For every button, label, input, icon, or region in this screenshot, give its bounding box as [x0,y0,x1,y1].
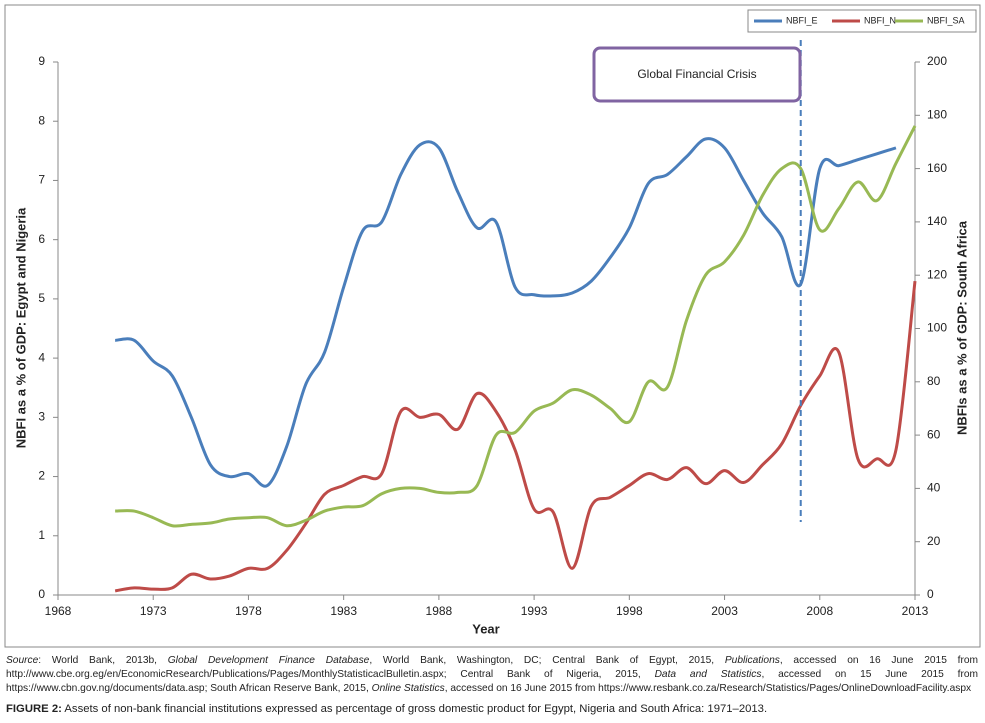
y2-tick-label: 60 [927,427,941,441]
source-part: Publications [724,655,780,666]
source-part: , accessed on 15 June 2015 from https://… [6,669,979,694]
chart: Year NBFI as a % of GDP: Egypt and Niger… [4,4,981,648]
annotation-text: Global Financial Crisis [637,67,756,81]
y2-tick-label: 200 [927,54,947,68]
source-part: , accessed on 16 June 2015 from https://… [444,683,972,694]
y-tick-label: 9 [38,54,45,68]
y-tick-label: 5 [38,291,45,305]
caption-label: FIGURE 2: [6,703,62,715]
chart-frame [4,4,981,648]
y-tick-label: 0 [38,587,45,601]
source-note: Source: World Bank, 2013b, Global Develo… [6,654,978,696]
x-tick-label: 1988 [426,604,453,618]
x-tick-label: 1983 [330,604,357,618]
y2-tick-label: 140 [927,214,947,228]
x-tick-label: 2008 [806,604,833,618]
y-tick-label: 7 [38,173,45,187]
series-line [115,125,917,528]
y2-tick-label: 20 [927,534,941,548]
legend-label: NBFI_SA [927,15,965,25]
x-tick-label: 2013 [902,604,929,618]
source-part: , World Bank, Washington, DC; Central Ba… [369,655,725,666]
y-tick-label: 3 [38,410,45,424]
y-tick-label: 8 [38,113,45,127]
series-line [114,280,917,593]
y2-tick-label: 120 [927,267,947,281]
series-line [114,137,897,488]
source-part: Data and Statistics [654,669,762,680]
caption-text: Assets of non-bank financial institution… [61,703,768,715]
y2-axis-label: NBFIs as a % of GDP: South Africa [954,220,969,435]
y-tick-label: 4 [38,350,45,364]
y-tick-label: 1 [38,528,45,542]
legend-box [747,9,977,33]
source-part: : World Bank, 2013b, [38,655,168,666]
figure-caption: FIGURE 2: Assets of non-bank financial i… [6,703,981,715]
x-axis-label: Year [472,621,499,636]
y-axis-label: NBFI as a % of GDP: Egypt and Nigeria [13,207,28,448]
x-tick-label: 1968 [45,604,72,618]
y2-tick-label: 160 [927,161,947,175]
x-tick-label: 1978 [235,604,262,618]
y-tick-label: 2 [38,469,45,483]
y2-tick-label: 0 [927,587,934,601]
x-tick-label: 2003 [711,604,738,618]
y2-tick-label: 180 [927,107,947,121]
y2-tick-label: 100 [927,321,947,335]
legend-label: NBFI_N [864,15,896,25]
y2-tick-label: 80 [927,374,941,388]
source-part: , accessed on 16 June 2015 from http://w… [6,655,978,680]
source-part: Global Development Finance Database [167,655,370,666]
x-tick-label: 1998 [616,604,643,618]
x-tick-label: 1973 [140,604,167,618]
annotation-box [592,46,802,103]
source-part: Online Statistics [371,683,445,694]
y2-tick-label: 40 [927,481,941,495]
legend-label: NBFI_E [786,15,818,25]
x-tick-label: 1993 [521,604,548,618]
y-tick-label: 6 [38,232,45,246]
source-part: Source [6,655,39,666]
